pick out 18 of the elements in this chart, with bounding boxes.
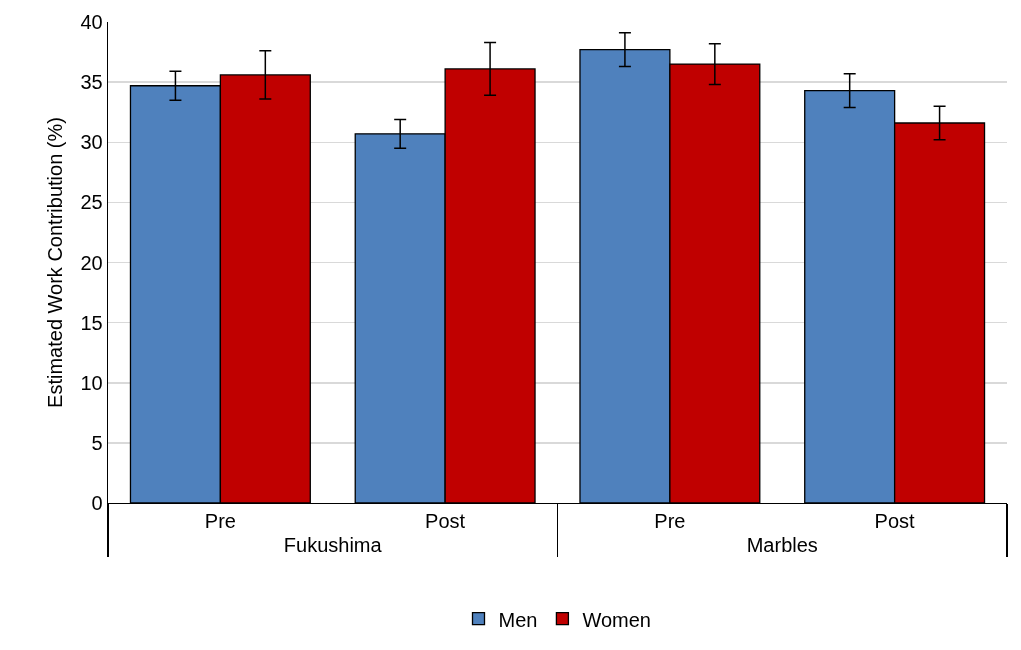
y-tick-label: 35	[80, 71, 103, 94]
x-tick-label: Post	[425, 510, 466, 533]
y-tick-label: 5	[91, 431, 103, 454]
y-tick-label: 0	[91, 492, 103, 514]
legend-label: Women	[582, 608, 651, 631]
y-tick-label: 40	[80, 11, 103, 33]
x-tick-label: Pre	[204, 510, 236, 533]
y-tick-label: 30	[80, 131, 103, 154]
x-tick-label: Post	[874, 510, 916, 533]
legend-label: Men	[498, 608, 538, 631]
text: Marbles	[746, 534, 818, 557]
y-tick-label: 20	[80, 251, 103, 274]
x-tick-label: Pre	[654, 510, 686, 533]
y-tick-label: 25	[80, 191, 103, 214]
y-tick-label: 15	[80, 311, 103, 334]
text: Fukushima	[283, 534, 383, 557]
y-axis-title: Estimated Work Contribution (%)	[44, 117, 67, 408]
y-tick-label: 10	[80, 371, 103, 394]
